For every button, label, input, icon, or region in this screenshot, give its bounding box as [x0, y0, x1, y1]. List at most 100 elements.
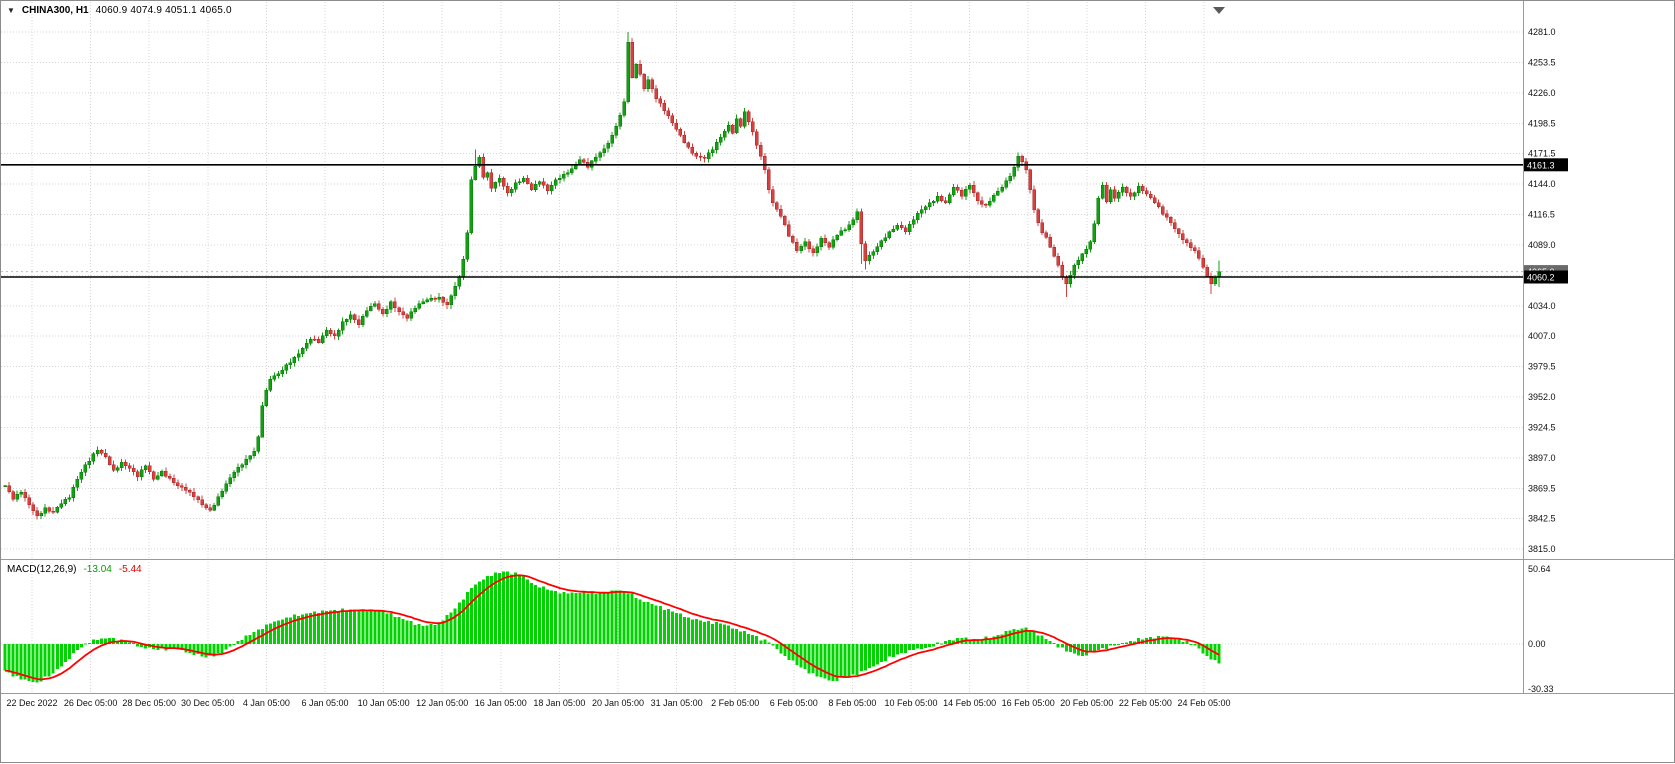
candle: [1000, 187, 1004, 192]
candle: [220, 491, 224, 498]
candle: [397, 307, 401, 312]
candle: [99, 449, 104, 454]
candle: [304, 342, 309, 349]
candle: [529, 183, 534, 190]
candle: [1004, 180, 1008, 188]
candle: [722, 130, 727, 138]
candle: [662, 102, 667, 112]
candle: [1201, 258, 1205, 268]
candle: [312, 339, 317, 341]
candle: [690, 147, 695, 154]
candle: [192, 491, 196, 498]
candle: [927, 202, 932, 207]
candle: [726, 124, 731, 132]
candle: [485, 172, 490, 178]
price-axis-label: 3842.5: [1528, 514, 1556, 524]
candle: [489, 172, 494, 189]
symbol-timeframe-label: CHINA300, H1: [21, 5, 89, 16]
candle: [160, 471, 164, 477]
time-axis: 22 Dec 2022 26 Dec 05:00 28 Dec 05:00 30 De…: [6, 698, 1230, 708]
candle: [284, 364, 289, 371]
candle: [336, 330, 341, 337]
candle: [433, 298, 437, 300]
candle: [763, 156, 767, 170]
time-axis-label: 12 Jan 05:00: [416, 698, 468, 708]
candle: [260, 405, 265, 438]
candle: [240, 464, 244, 468]
candle: [984, 203, 988, 206]
candle: [425, 299, 429, 302]
price-axis-label: 4171.5: [1528, 149, 1556, 159]
candle: [1080, 253, 1085, 261]
candle: [401, 311, 405, 316]
candle: [445, 302, 449, 306]
time-axis-label: 8 Feb 05:00: [828, 698, 876, 708]
candle: [385, 308, 389, 315]
candle: [859, 211, 864, 245]
candle: [638, 63, 642, 75]
indicator-axis-label: 50.64: [1528, 564, 1551, 574]
candle: [272, 375, 277, 380]
candle: [280, 369, 285, 374]
candle: [1060, 264, 1065, 278]
candle: [887, 231, 892, 238]
candle: [164, 471, 168, 477]
candle: [151, 471, 156, 480]
candle: [75, 478, 80, 488]
candle: [1148, 193, 1153, 199]
candle: [895, 224, 900, 230]
candle: [650, 79, 654, 90]
candle: [730, 124, 735, 134]
price-axis-label: 3869.5: [1528, 484, 1556, 494]
candle: [553, 179, 558, 186]
candle: [365, 310, 369, 317]
candle: [666, 110, 671, 116]
candle: [738, 118, 743, 127]
price-line-tag: [1524, 158, 1568, 172]
candle: [537, 181, 542, 185]
candle: [1169, 217, 1173, 224]
price-axis: 4281.0 4253.5 4226.0 4198.5 4171.5 4144.0 4116…: [1524, 27, 1568, 694]
candle: [1104, 184, 1109, 202]
candle: [139, 469, 144, 478]
candle: [1012, 167, 1016, 177]
candle: [819, 238, 823, 248]
candle: [947, 194, 952, 204]
time-axis-label: 10 Feb 05:00: [884, 698, 937, 708]
candle: [1100, 184, 1105, 199]
indicator-axis-label: -30.33: [1528, 684, 1554, 694]
symbol-dropdown-icon[interactable]: ▼: [7, 5, 15, 15]
candle: [79, 471, 84, 480]
chart-shift-marker[interactable]: [1213, 7, 1225, 14]
candle: [409, 311, 413, 319]
candle: [288, 362, 293, 366]
candle: [1197, 250, 1201, 259]
candle: [15, 493, 19, 500]
candle: [1165, 213, 1169, 218]
candle: [168, 475, 172, 479]
candle: [59, 503, 64, 508]
candle: [1032, 189, 1036, 210]
candle: [19, 492, 23, 495]
candle: [505, 185, 510, 194]
price-axis-label: 4281.0: [1528, 27, 1556, 37]
candle: [461, 259, 466, 278]
candle: [513, 182, 518, 190]
candle: [3, 485, 7, 487]
price-line-tag-text: 4161.3: [1527, 160, 1555, 170]
time-axis-label: 31 Jan 05:00: [651, 698, 703, 708]
candle: [811, 248, 815, 254]
candle: [787, 224, 791, 237]
candle: [264, 390, 269, 407]
candle: [875, 246, 880, 252]
candle: [1213, 276, 1217, 285]
candle: [851, 219, 855, 225]
candle: [497, 178, 502, 183]
candle: [71, 487, 76, 499]
candle: [867, 254, 872, 261]
candle: [55, 507, 60, 513]
candle: [771, 189, 775, 204]
candle: [111, 464, 116, 471]
candle: [754, 131, 759, 146]
